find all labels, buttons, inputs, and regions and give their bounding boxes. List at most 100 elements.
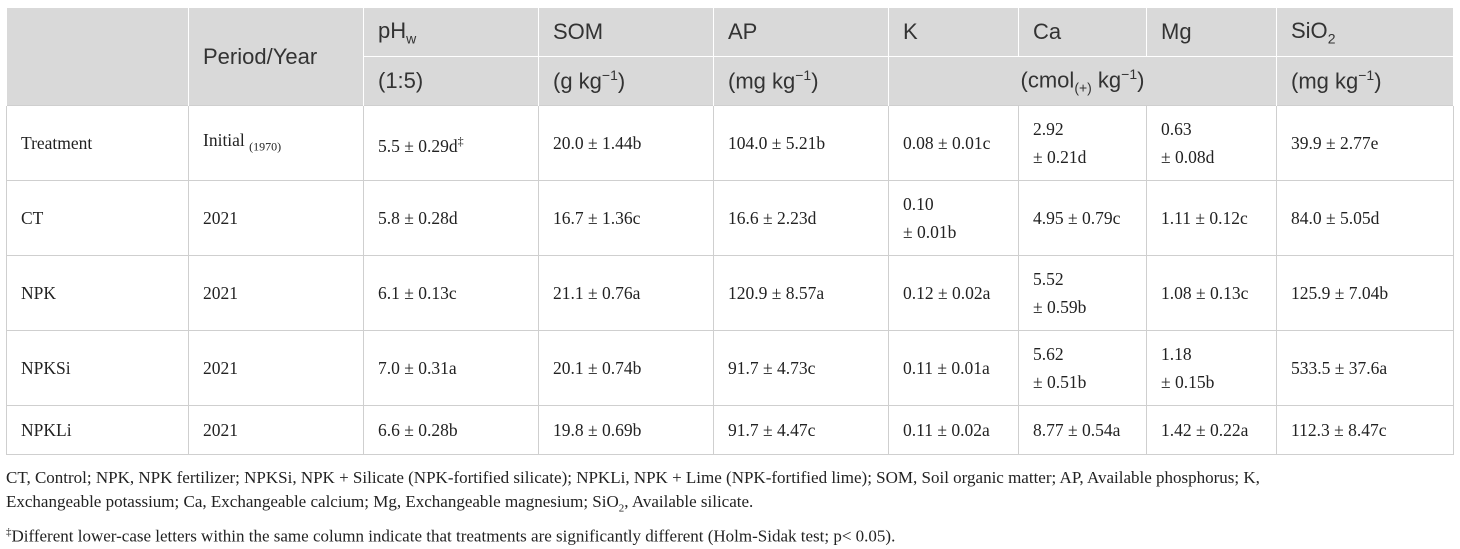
table-row: NPKLi 2021 6.6 ± 0.28b 19.8 ± 0.69b 91.7… (6, 405, 1454, 455)
cations-unit-base: (cmol (1020, 67, 1075, 93)
cell-ap: 104.0 ± 5.21b (713, 105, 889, 181)
sio2-unit-sup: −1 (1358, 67, 1375, 84)
period-text: Initial (203, 129, 245, 150)
cell-treatment: CT (6, 180, 189, 256)
mg-line1: 1.18 (1161, 344, 1192, 364)
header-ph: pHw (363, 8, 539, 57)
cell-ph: 6.6 ± 0.28b (363, 405, 539, 455)
cell-sio2: 112.3 ± 8.47c (1276, 405, 1454, 455)
cell-ap: 120.9 ± 8.57a (713, 255, 889, 331)
cell-ph: 5.5 ± 0.29d‡ (363, 105, 539, 181)
header-row-units: (1:5) (g kg−1) (mg kg−1) (cmol(+) kg−1) … (7, 56, 1454, 106)
cell-som: 21.1 ± 0.76a (538, 255, 714, 331)
cell-sio2: 533.5 ± 37.6a (1276, 330, 1454, 406)
header-ap: AP (713, 8, 889, 57)
ap-unit-end: ) (811, 68, 819, 94)
footnote-abbreviations: CT, Control; NPK, NPK fertilizer; NPKSi,… (6, 466, 1453, 520)
sio2-unit-end: ) (1374, 68, 1382, 94)
som-unit-end: ) (617, 68, 626, 94)
cations-unit-sub: (+) (1074, 79, 1092, 96)
mg-line2: ± 0.15b (1161, 372, 1215, 392)
ph-value: 5.5 ± 0.29d (378, 135, 458, 156)
cell-som: 19.8 ± 0.69b (538, 405, 714, 455)
mg-line2: ± 0.08d (1161, 147, 1215, 167)
soil-properties-table: Period/Year pHw SOM AP K Ca Mg SiO2 (1:5… (6, 8, 1454, 455)
cell-k: 0.11 ± 0.02a (888, 405, 1019, 455)
cell-period: 2021 (188, 255, 364, 331)
header-row-names: Period/Year pHw SOM AP K Ca Mg SiO2 (6, 8, 1454, 106)
k-line2: ± 0.01b (903, 222, 957, 242)
som-unit-sup: −1 (601, 67, 618, 84)
cell-ap: 91.7 ± 4.73c (713, 330, 889, 406)
cell-ca: 8.77 ± 0.54a (1018, 405, 1147, 455)
footnote-line1: CT, Control; NPK, NPK fertilizer; NPKSi,… (6, 468, 1260, 487)
header-mg: Mg (1146, 8, 1277, 57)
header-som: SOM (538, 8, 714, 57)
cell-treatment: Treatment (6, 105, 189, 181)
som-unit-base: (g kg (553, 68, 602, 94)
cell-ph: 7.0 ± 0.31a (363, 330, 539, 406)
cell-mg: 1.11 ± 0.12c (1146, 180, 1277, 256)
cations-unit-end: ) (1137, 67, 1145, 93)
cell-k: 0.10 ± 0.01b (888, 180, 1019, 256)
cell-mg: 1.42 ± 0.22a (1146, 405, 1277, 455)
sio2-unit-base: (mg kg (1291, 68, 1359, 94)
ca-line2: ± 0.51b (1033, 372, 1087, 392)
cell-mg: 0.63 ± 0.08d (1146, 105, 1277, 181)
mg-line1: 0.63 (1161, 119, 1192, 139)
header-ca: Ca (1018, 8, 1147, 57)
cations-unit-mid: kg (1091, 67, 1122, 93)
ap-unit-base: (mg kg (728, 68, 796, 94)
cell-ca: 5.62 ± 0.51b (1018, 330, 1147, 406)
footnote-mark: ‡ (6, 526, 12, 539)
cell-ca: 4.95 ± 0.79c (1018, 180, 1147, 256)
header-sio2-sub: 2 (1327, 30, 1336, 47)
footnote-line2-b: , Available silicate. (624, 492, 754, 511)
cell-ca: 5.52 ± 0.59b (1018, 255, 1147, 331)
period-sub: (1970) (249, 139, 282, 154)
table-row: Treatment Initial (1970) 5.5 ± 0.29d‡ 20… (6, 105, 1454, 181)
k-line1: 0.08 ± 0.01c (903, 133, 991, 153)
header-ph-unit: (1:5) (363, 56, 539, 106)
cell-k: 0.08 ± 0.01c (888, 105, 1019, 181)
cell-mg: 1.08 ± 0.13c (1146, 255, 1277, 331)
k-line1: 0.10 (903, 194, 934, 214)
header-sio2-unit: (mg kg−1) (1276, 56, 1454, 106)
cell-sio2: 39.9 ± 2.77e (1276, 105, 1454, 181)
header-ph-base: pH (378, 17, 407, 43)
cations-unit-sup: −1 (1121, 66, 1138, 83)
cell-period: Initial (1970) (188, 105, 364, 181)
cell-mg: 1.18 ± 0.15b (1146, 330, 1277, 406)
header-sio2: SiO2 (1276, 8, 1454, 57)
footnote-line2-sub: 2 (618, 502, 625, 515)
cell-treatment: NPK (6, 255, 189, 331)
header-ap-unit: (mg kg−1) (713, 56, 889, 106)
cell-ca: 2.92 ± 0.21d (1018, 105, 1147, 181)
cell-period: 2021 (188, 330, 364, 406)
cell-ph: 5.8 ± 0.28d (363, 180, 539, 256)
table-row: CT 2021 5.8 ± 0.28d 16.7 ± 1.36c 16.6 ± … (6, 180, 1454, 256)
header-som-unit: (g kg−1) (538, 56, 714, 106)
cell-period: 2021 (188, 405, 364, 455)
footnote-line3: Different lower-case letters within the … (11, 527, 896, 547)
ca-line2: ± 0.59b (1033, 297, 1087, 317)
header-sio2-base: SiO (1291, 17, 1328, 43)
cell-sio2: 125.9 ± 7.04b (1276, 255, 1454, 331)
table-row: NPKSi 2021 7.0 ± 0.31a 20.1 ± 0.74b 91.7… (6, 330, 1454, 406)
cell-treatment: NPKLi (6, 405, 189, 455)
header-cations-unit: (cmol(+) kg−1) (888, 56, 1277, 106)
cell-k: 0.12 ± 0.02a (888, 255, 1019, 331)
table-row: NPK 2021 6.1 ± 0.13c 21.1 ± 0.76a 120.9 … (6, 255, 1454, 331)
cell-som: 20.0 ± 1.44b (538, 105, 714, 181)
data-table-container: Period/Year pHw SOM AP K Ca Mg SiO2 (1:5… (6, 8, 1454, 455)
table-body: Treatment Initial (1970) 5.5 ± 0.29d‡ 20… (6, 105, 1454, 455)
footnote-line2-a: Exchangeable potassium; Ca, Exchangeable… (6, 492, 619, 511)
header-blank-cell (6, 8, 189, 106)
cell-ap: 91.7 ± 4.47c (713, 405, 889, 455)
cell-som: 16.7 ± 1.36c (538, 180, 714, 256)
ph-footnote-mark: ‡ (457, 133, 464, 148)
footnote-significance: ‡Different lower-case letters within the… (6, 520, 1453, 549)
header-k: K (888, 8, 1019, 57)
cell-ap: 16.6 ± 2.23d (713, 180, 889, 256)
ca-line1: 2.92 (1033, 119, 1064, 139)
